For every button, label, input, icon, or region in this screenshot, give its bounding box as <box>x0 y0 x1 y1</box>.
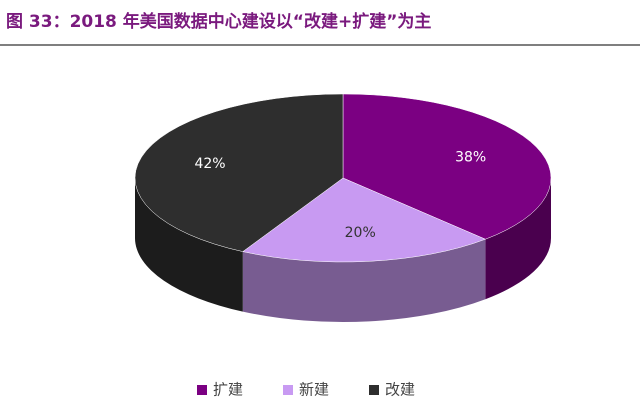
slice-side <box>242 239 486 322</box>
slice <box>242 177 487 263</box>
data-label: 42% <box>194 156 225 172</box>
slice-side <box>135 178 243 312</box>
legend-swatch <box>197 385 207 395</box>
data-label: 38% <box>455 150 486 166</box>
legend-label: 新建 <box>299 381 329 399</box>
chart-title: 图 33：2018 年美国数据中心建设以“改建+扩建”为主 <box>6 11 431 32</box>
legend-label: 改建 <box>385 381 415 399</box>
legend-label: 扩建 <box>213 381 243 399</box>
legend-swatch <box>369 385 379 395</box>
slice <box>134 93 344 252</box>
legend-swatch <box>283 385 293 395</box>
slice <box>342 93 552 240</box>
slice-side <box>485 178 551 300</box>
data-label: 20% <box>345 225 376 241</box>
